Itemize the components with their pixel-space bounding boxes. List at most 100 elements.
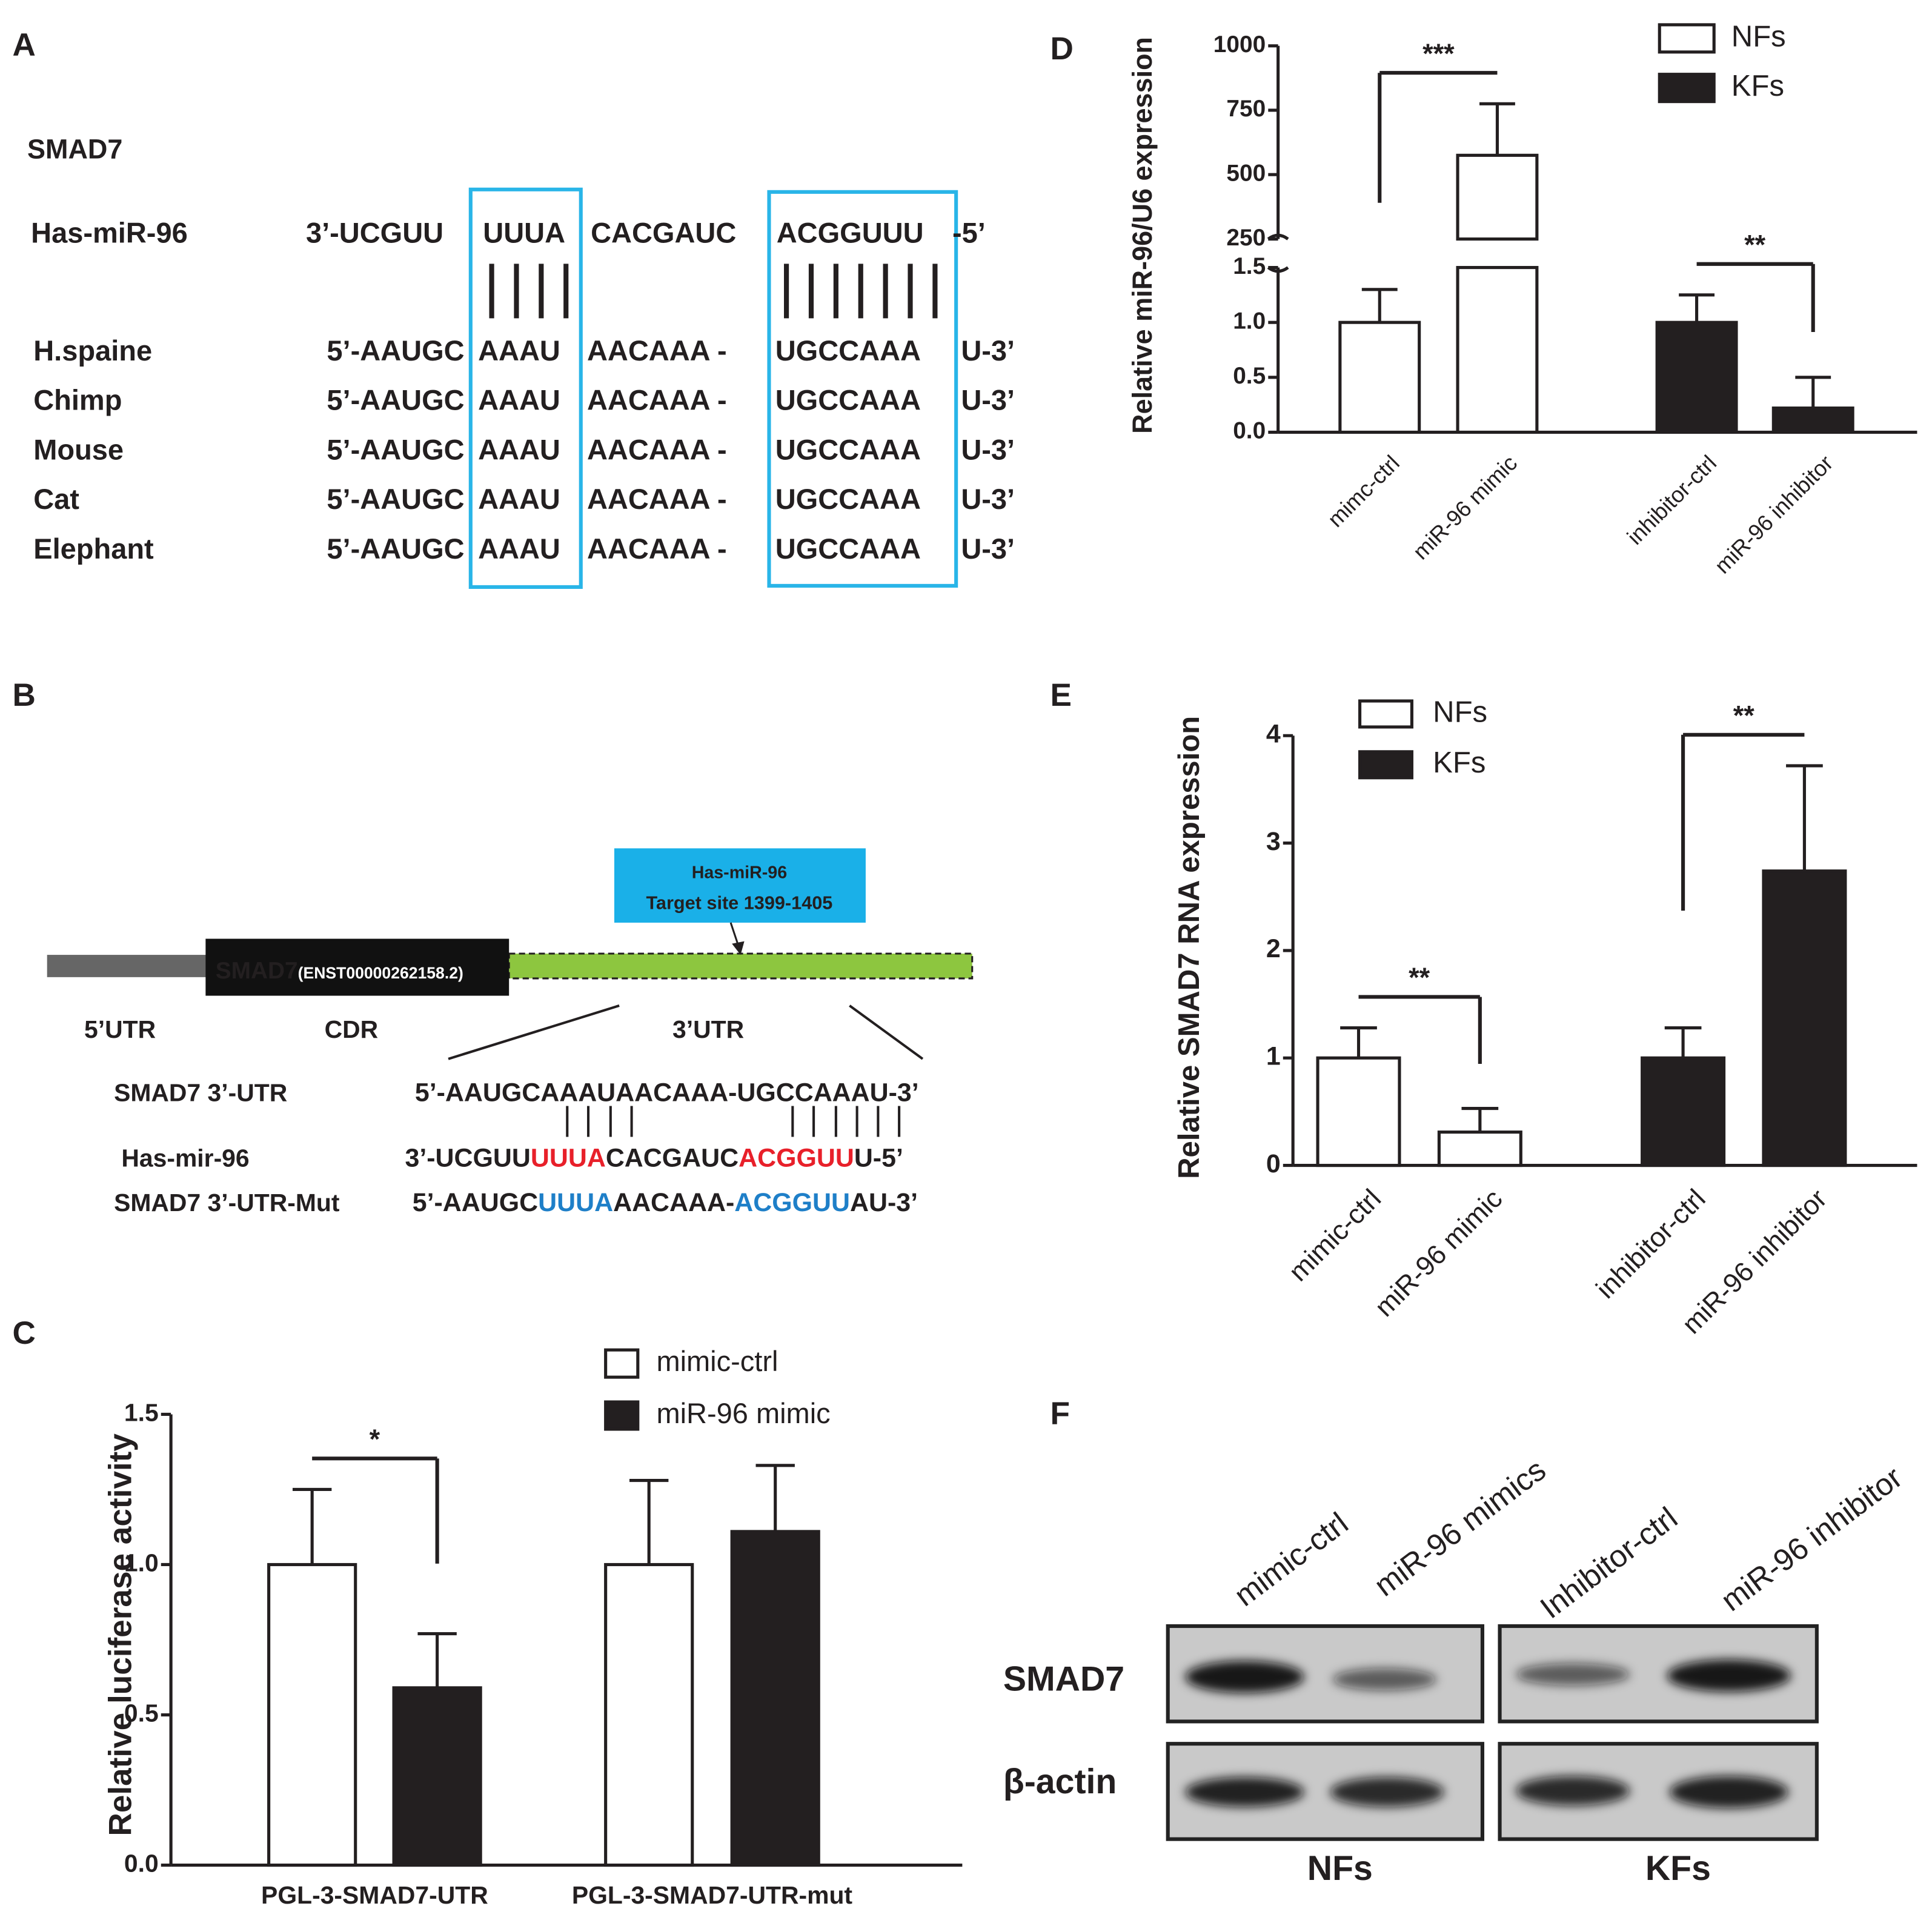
- species-seq: U-3’: [961, 334, 1015, 367]
- axis-break: [1267, 233, 1289, 273]
- bar: [1641, 1056, 1726, 1167]
- bar: [1771, 406, 1854, 434]
- error-bar: [1461, 1107, 1499, 1132]
- sequence-part: AACAAA-: [613, 1188, 734, 1217]
- x-tick-label: inhibitor-ctrl: [1590, 1183, 1711, 1304]
- significance-label: *: [370, 1424, 380, 1455]
- species-seq: AACAAA -: [587, 483, 727, 515]
- panel-b-graphics: [47, 848, 974, 1137]
- panel-label: F: [1051, 1396, 1070, 1432]
- bar: [1316, 1056, 1401, 1167]
- species-seq: 5’-AAUGC: [327, 433, 464, 465]
- error-bar: [1795, 376, 1831, 408]
- species-seq: AACAAA -: [587, 384, 727, 416]
- bar: [1655, 320, 1738, 434]
- sequence-part: UUUA: [538, 1188, 613, 1217]
- species-seq: AAAU: [478, 483, 560, 515]
- bar: [392, 1686, 482, 1867]
- y-tick-label: 1.5: [1233, 253, 1266, 279]
- x-tick-label: PGL-3-SMAD7-UTR: [261, 1881, 488, 1906]
- y-tick-label: 1.0: [1233, 308, 1266, 334]
- error-bar: [417, 1632, 457, 1688]
- significance-label: **: [1733, 700, 1755, 731]
- y-axis-label: Relative SMAD7 RNA expression: [1173, 716, 1206, 1179]
- error-bar: [1479, 102, 1515, 156]
- bar: [267, 1562, 357, 1867]
- species-seq: 5’-AAUGC: [327, 533, 464, 565]
- species-seq: U-3’: [961, 433, 1015, 465]
- bar: [730, 1530, 820, 1867]
- species-seq: UGCCAAA: [775, 334, 921, 367]
- significance-bracket: [1358, 995, 1482, 1064]
- y-tick-label: 1.0: [124, 1549, 159, 1576]
- sequence: 5’-AAUGCAAAUAACAAA-UGCCAAAU-3’: [415, 1078, 919, 1107]
- sequence-part: 5’-AAUGCAAAUAACAAA-UGCCAAAU-3’: [415, 1078, 919, 1107]
- mirna-seq: UUUA: [483, 217, 565, 249]
- y-tick-label: 0.0: [1233, 418, 1266, 444]
- species-seq: AAAU: [478, 533, 560, 565]
- panel-label: A: [12, 27, 35, 63]
- species-seq: U-3’: [961, 533, 1015, 565]
- y-tick-label: 0.5: [1233, 363, 1266, 389]
- x-tick-label: mimc-ctrl: [1323, 451, 1404, 532]
- legend-label: NFs: [1433, 696, 1487, 728]
- legend-label: mimic-ctrl: [656, 1345, 778, 1377]
- y-tick-label: 0.5: [124, 1699, 159, 1727]
- y-axis-label: Relative miR-96/U6 expression: [1127, 37, 1158, 434]
- significance-label: **: [1409, 962, 1430, 993]
- sequence-part: UUUA: [531, 1144, 606, 1173]
- group-label: NFs: [1307, 1849, 1373, 1888]
- row-name: Has-mir-96: [121, 1144, 249, 1172]
- y-tick-label: 0.0: [124, 1849, 159, 1877]
- legend-label: NFs: [1731, 20, 1786, 53]
- mirna-name: Has-miR-96: [31, 217, 188, 249]
- target-site: Target site 1399-1405: [646, 892, 832, 913]
- species-seq: UGCCAAA: [775, 483, 921, 515]
- sequence-part: ACGGUU: [739, 1144, 854, 1173]
- y-tick-label: 500: [1226, 160, 1266, 186]
- panel-a-graphics: [468, 187, 958, 589]
- sequence: 5’-AAUGCUUUAAACAAA-ACGGUUAU-3’: [413, 1188, 918, 1217]
- mirna-seq: CACGAUC: [591, 217, 736, 249]
- species-name: Mouse: [33, 433, 124, 465]
- lane-label: Inhibitor-ctrl: [1534, 1500, 1684, 1625]
- sequence-part: 3’-UCGUU: [405, 1144, 530, 1173]
- sequence-part: CACGAUC: [606, 1144, 739, 1173]
- species-seq: AAAU: [478, 384, 560, 416]
- sequence-part: AU-3’: [850, 1188, 918, 1217]
- significance-bracket: [1696, 262, 1815, 332]
- species-seq: U-3’: [961, 483, 1015, 515]
- mirna-seq: -5’: [952, 217, 986, 249]
- error-bar: [1340, 1026, 1377, 1058]
- error-bar: [629, 1479, 669, 1565]
- error-bar: [1786, 764, 1823, 871]
- y-tick-label: 1: [1266, 1042, 1281, 1071]
- species-seq: UGCCAAA: [775, 533, 921, 565]
- significance-bracket: [1378, 71, 1498, 203]
- row-name: SMAD7 3’-UTR-Mut: [114, 1189, 340, 1217]
- row-label: SMAD7: [1003, 1659, 1124, 1698]
- legend-label: KFs: [1731, 70, 1784, 102]
- error-bar: [755, 1464, 795, 1532]
- legend-swatch: [1358, 750, 1413, 780]
- sequence-part: U-5’: [854, 1144, 903, 1173]
- y-tick-label: 1.5: [124, 1398, 159, 1426]
- mirna-seq: ACGGUUU: [777, 217, 924, 249]
- region-label: 5’UTR: [84, 1015, 156, 1043]
- sequence-part: ACGGUU: [734, 1188, 850, 1217]
- y-tick-label: 2: [1266, 934, 1281, 963]
- gene-name: SMAD7: [27, 134, 122, 165]
- species-seq: AAAU: [478, 433, 560, 465]
- bar: [1437, 1131, 1522, 1167]
- panel-label: C: [12, 1315, 35, 1351]
- y-tick-label: 3: [1266, 827, 1281, 856]
- x-tick-label: miR-96 mimic: [1369, 1183, 1508, 1323]
- significance-label: ***: [1422, 38, 1455, 69]
- legend-swatch: [1658, 23, 1716, 54]
- species-name: Chimp: [33, 384, 122, 416]
- transcript-id: (ENST00000262158.2): [298, 964, 463, 982]
- y-tick-label: 1000: [1213, 32, 1266, 58]
- species-name: Cat: [33, 483, 79, 515]
- bar: [1456, 265, 1539, 434]
